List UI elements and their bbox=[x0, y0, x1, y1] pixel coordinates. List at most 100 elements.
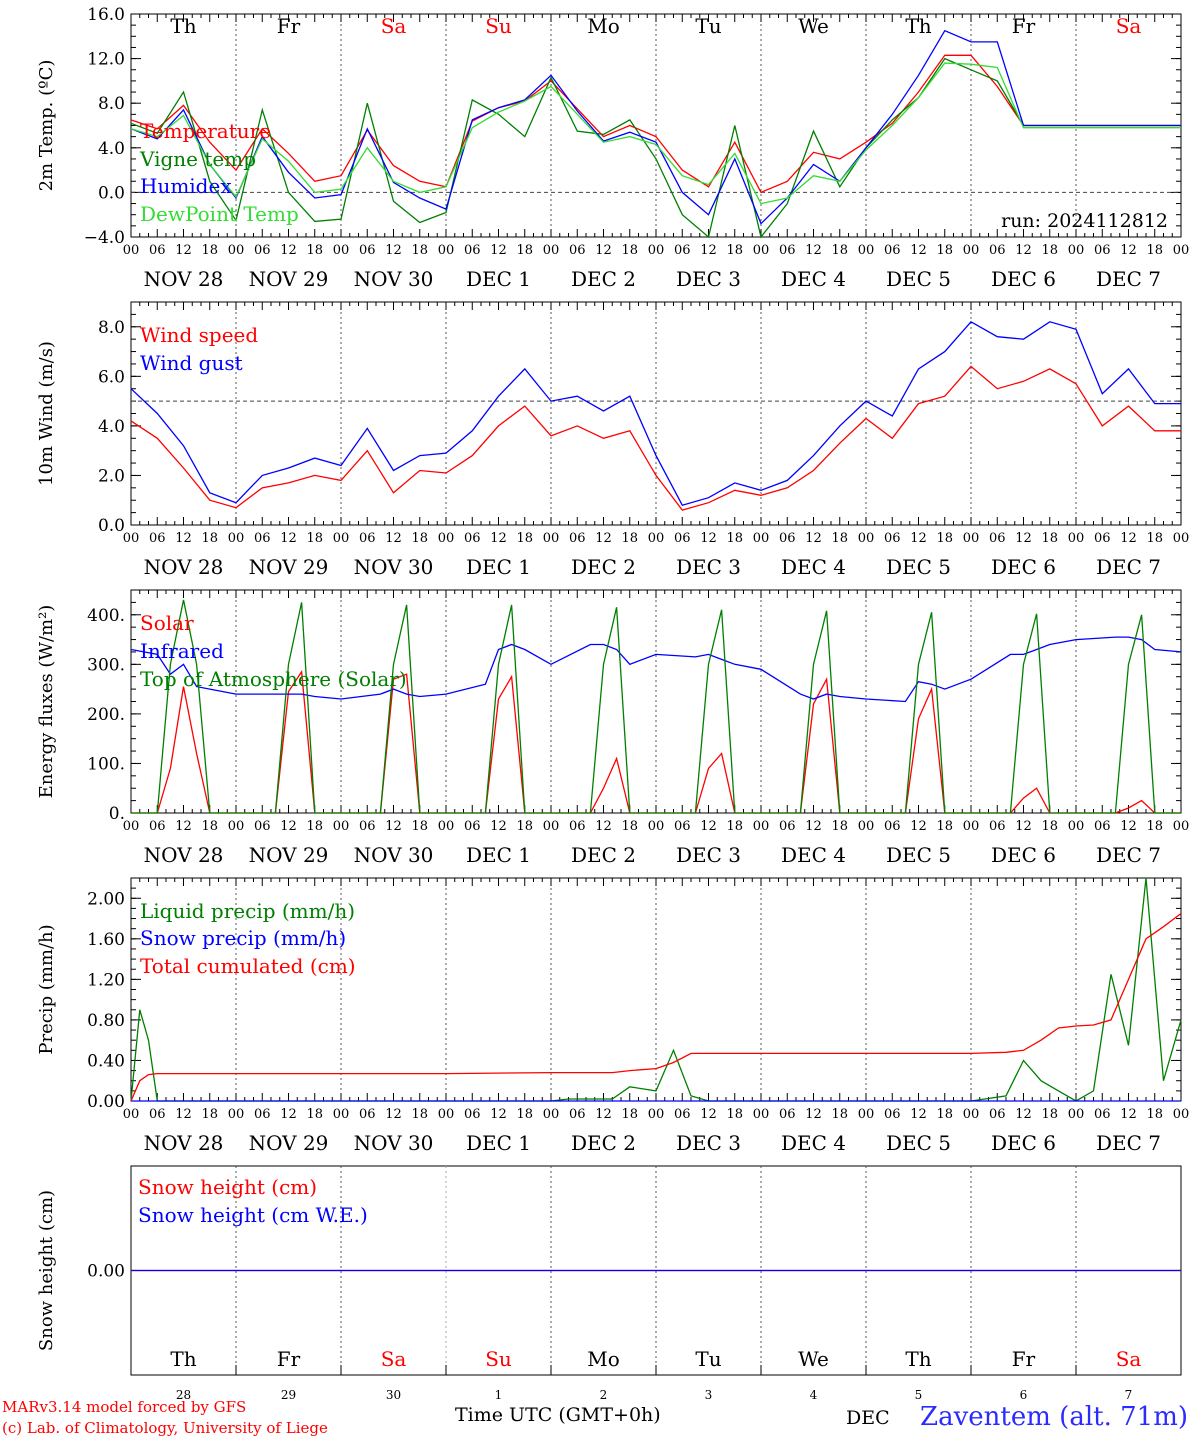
station-location: Zaventem (alt. 71m) bbox=[920, 1402, 1188, 1432]
day-number-label: 3 bbox=[705, 1388, 713, 1402]
x-hour-label: 12 bbox=[385, 243, 402, 258]
day-number-label: 1 bbox=[495, 1388, 503, 1402]
x-hour-label: 00 bbox=[1173, 243, 1190, 258]
x-date-label: DEC 3 bbox=[676, 555, 741, 579]
x-date-label: NOV 28 bbox=[144, 1131, 224, 1155]
y-tick-label: 0.00 bbox=[87, 1262, 125, 1282]
x-hour-label: 00 bbox=[1068, 819, 1085, 834]
series-line-dewpoint-temp bbox=[130, 62, 1181, 205]
x-hour-label: 00 bbox=[543, 1107, 560, 1122]
x-hour-label: 06 bbox=[1094, 243, 1111, 258]
legend-entry: Humidex bbox=[140, 174, 232, 198]
series-line-top-of-atmosphere-solar- bbox=[131, 599, 1181, 814]
x-hour-label: 06 bbox=[254, 1107, 271, 1122]
x-date-label: DEC 3 bbox=[676, 1131, 741, 1155]
x-hour-label: 18 bbox=[621, 243, 638, 258]
x-hour-label: 12 bbox=[1120, 819, 1137, 834]
legend-entry: Snow height (cm) bbox=[138, 1175, 317, 1199]
x-hour-label: 18 bbox=[621, 531, 638, 546]
x-hour-label: 06 bbox=[254, 243, 271, 258]
legend-entry: Vigne temp bbox=[139, 147, 256, 171]
x-hour-label: 12 bbox=[910, 1107, 927, 1122]
x-hour-label: 00 bbox=[648, 243, 665, 258]
x-hour-label: 06 bbox=[149, 531, 166, 546]
y-tick-label: 6.0 bbox=[98, 367, 125, 387]
x-hour-label: 06 bbox=[989, 819, 1006, 834]
x-hour-label: 12 bbox=[805, 1107, 822, 1122]
weekday-label: Th bbox=[905, 1347, 931, 1371]
weekday-label: Fr bbox=[277, 14, 301, 38]
day-number-label: 29 bbox=[281, 1388, 296, 1402]
y-tick-label: 0.0 bbox=[98, 183, 125, 203]
x-date-label: DEC 2 bbox=[571, 1131, 636, 1155]
x-date-label: DEC 5 bbox=[886, 1131, 951, 1155]
legend-entry: Wind gust bbox=[140, 351, 243, 375]
series-line-total-cumulated-cm- bbox=[130, 912, 1182, 1102]
x-hour-label: 00 bbox=[228, 1107, 245, 1122]
y-tick-label: 300. bbox=[87, 655, 125, 675]
x-hour-label: 18 bbox=[516, 819, 533, 834]
y-tick-label: 0. bbox=[109, 804, 125, 824]
y-axis-label: 2m Temp. (ºC) bbox=[36, 60, 57, 192]
y-axis-label: Snow height (cm) bbox=[36, 1190, 57, 1351]
y-tick-label: 1.60 bbox=[87, 930, 125, 950]
x-hour-label: 18 bbox=[936, 531, 953, 546]
y-tick-label: 4.0 bbox=[98, 417, 125, 437]
x-hour-label: 06 bbox=[779, 819, 796, 834]
x-hour-label: 00 bbox=[438, 819, 455, 834]
x-hour-label: 12 bbox=[595, 1107, 612, 1122]
legend-entry: Snow precip (mm/h) bbox=[140, 926, 346, 950]
x-hour-label: 06 bbox=[989, 1107, 1006, 1122]
x-hour-label: 18 bbox=[1146, 243, 1163, 258]
y-tick-label: 200. bbox=[87, 705, 125, 725]
x-hour-label: 06 bbox=[989, 531, 1006, 546]
x-hour-label: 18 bbox=[306, 243, 323, 258]
x-hour-label: 06 bbox=[149, 819, 166, 834]
x-hour-label: 00 bbox=[1068, 531, 1085, 546]
x-hour-label: 06 bbox=[1094, 819, 1111, 834]
x-hour-label: 12 bbox=[1015, 531, 1032, 546]
x-hour-label: 12 bbox=[700, 1107, 717, 1122]
x-hour-label: 00 bbox=[123, 819, 140, 834]
x-date-label: DEC 4 bbox=[781, 843, 846, 867]
x-date-label: DEC 5 bbox=[886, 843, 951, 867]
x-hour-label: 18 bbox=[306, 819, 323, 834]
x-hour-label: 18 bbox=[936, 1107, 953, 1122]
x-hour-label: 06 bbox=[464, 531, 481, 546]
x-date-label: NOV 28 bbox=[144, 843, 224, 867]
x-hour-label: 06 bbox=[779, 531, 796, 546]
model-credit: MARv3.14 model forced by GFS bbox=[2, 1398, 247, 1416]
x-hour-label: 12 bbox=[175, 531, 192, 546]
series-line-vigne-temp bbox=[130, 57, 1181, 239]
x-hour-label: 18 bbox=[411, 819, 428, 834]
x-date-label: NOV 30 bbox=[354, 267, 434, 291]
x-date-label: NOV 29 bbox=[249, 1131, 329, 1155]
weekday-label: Th bbox=[170, 14, 196, 38]
panel-3 bbox=[130, 589, 1182, 814]
x-hour-label: 06 bbox=[1094, 1107, 1111, 1122]
series-line-infrared bbox=[130, 636, 1182, 703]
y-tick-label: 8.0 bbox=[98, 94, 125, 114]
series-line-wind-speed bbox=[130, 365, 1181, 511]
y-axis-label: Precip (mm/h) bbox=[36, 924, 57, 1054]
legend-entry: Infrared bbox=[140, 639, 224, 663]
x-hour-label: 12 bbox=[910, 819, 927, 834]
weekday-label: Fr bbox=[277, 1347, 301, 1371]
x-date-label: DEC 5 bbox=[886, 267, 951, 291]
legend-entry: DewPoint Temp bbox=[140, 202, 299, 226]
x-hour-label: 00 bbox=[963, 819, 980, 834]
weekday-label: Fr bbox=[1012, 1347, 1036, 1371]
x-hour-label: 06 bbox=[359, 531, 376, 546]
x-hour-label: 12 bbox=[1015, 819, 1032, 834]
x-date-label: DEC 4 bbox=[781, 1131, 846, 1155]
x-hour-label: 18 bbox=[1146, 819, 1163, 834]
weekday-label: Th bbox=[905, 14, 931, 38]
x-hour-label: 12 bbox=[175, 243, 192, 258]
weekday-label: We bbox=[798, 14, 829, 38]
x-hour-label: 00 bbox=[123, 1107, 140, 1122]
x-hour-label: 18 bbox=[306, 531, 323, 546]
x-hour-label: 18 bbox=[201, 1107, 218, 1122]
lab-credit: (c) Lab. of Climatology, University of L… bbox=[2, 1419, 328, 1437]
legend-entry: Top of Atmosphere (Solar) bbox=[140, 667, 407, 691]
x-hour-label: 00 bbox=[333, 531, 350, 546]
